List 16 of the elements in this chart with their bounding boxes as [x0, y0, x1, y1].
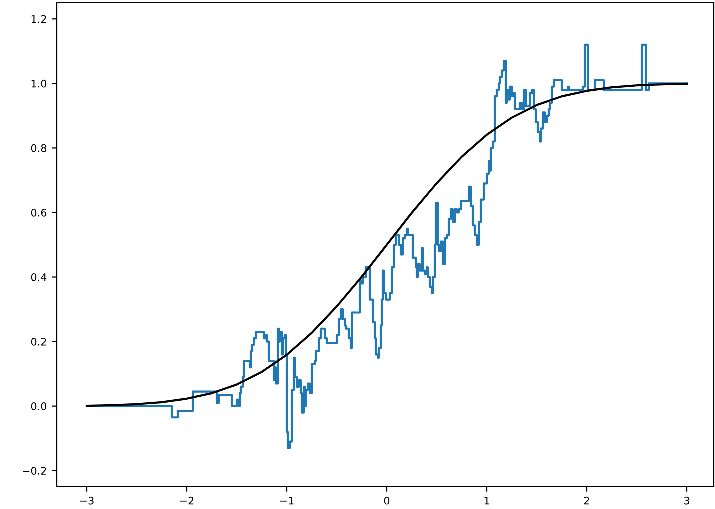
y-tick-label: 0.6	[31, 208, 47, 217]
line-series	[86, 82, 688, 408]
x-tick-label: −1	[280, 497, 294, 505]
y-tick-label: 0.2	[31, 338, 46, 346]
x-tick-label: −2	[180, 496, 194, 505]
y-tick-label: −0.2	[23, 467, 46, 475]
y-tick-label: 1.0	[32, 80, 47, 88]
y-tick-label: 0.0	[31, 402, 47, 410]
x-tick-label: 0	[384, 496, 390, 505]
y-tick-label: 1.2	[32, 15, 46, 24]
y-tick-label: 0.4	[31, 273, 47, 282]
x-tick-label: 3	[684, 496, 690, 505]
x-tick-label: −3	[80, 496, 94, 505]
y-tick-label: 0.8	[31, 144, 47, 152]
x-tick-label: 2	[584, 496, 590, 505]
x-tick-label: 1	[484, 497, 490, 505]
